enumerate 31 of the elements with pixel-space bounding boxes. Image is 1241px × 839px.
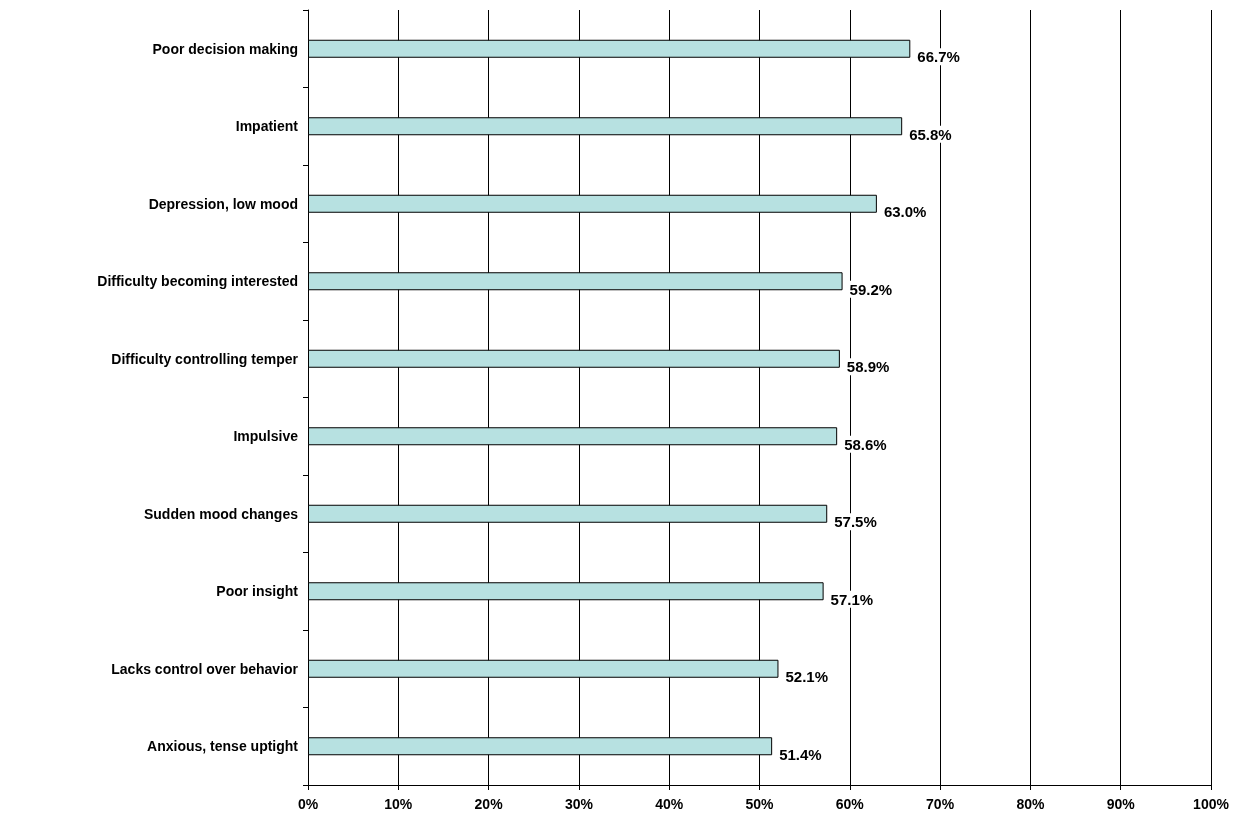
data-label: 59.2% (849, 280, 893, 298)
x-tick-label: 40% (655, 796, 684, 812)
data-label: 58.6% (844, 435, 887, 453)
y-tick-label: Sudden mood changes (143, 505, 299, 522)
y-tick-label: Lacks control over behavior (111, 660, 299, 677)
data-label: 51.4% (779, 745, 822, 763)
y-tick-label: Difficulty controlling temper (111, 350, 299, 367)
x-tick-label: 20% (474, 796, 504, 812)
x-tick-label: 10% (384, 796, 413, 812)
data-label: 66.7% (917, 48, 960, 66)
x-tick-label: 70% (926, 796, 955, 812)
x-tick-label: 60% (835, 796, 865, 812)
x-tick-label: 30% (564, 796, 594, 812)
y-tick-label: Difficulty becoming interested (97, 273, 298, 290)
data-label: 63.0% (883, 203, 927, 221)
x-tick-label: 100% (1193, 796, 1230, 812)
x-tick-label: 50% (745, 796, 775, 812)
x-tick-label: 80% (1016, 796, 1045, 812)
data-label: 65.8% (909, 125, 952, 143)
y-tick-label: Poor decision making (152, 40, 298, 57)
y-tick-label: Anxious, tense uptight (147, 738, 299, 755)
data-label: 58.9% (846, 358, 890, 376)
data-label: 57.5% (834, 513, 877, 531)
y-tick-label: Depression, low mood (148, 195, 298, 212)
y-tick-label: Impulsive (233, 428, 299, 445)
x-tick-label: 0% (297, 796, 319, 812)
x-tick-label: 90% (1106, 796, 1136, 812)
y-tick-label: Impatient (235, 118, 299, 135)
data-label: 52.1% (785, 668, 829, 686)
data-label: 57.1% (830, 590, 874, 608)
y-tick-label: Poor insight (216, 583, 299, 600)
